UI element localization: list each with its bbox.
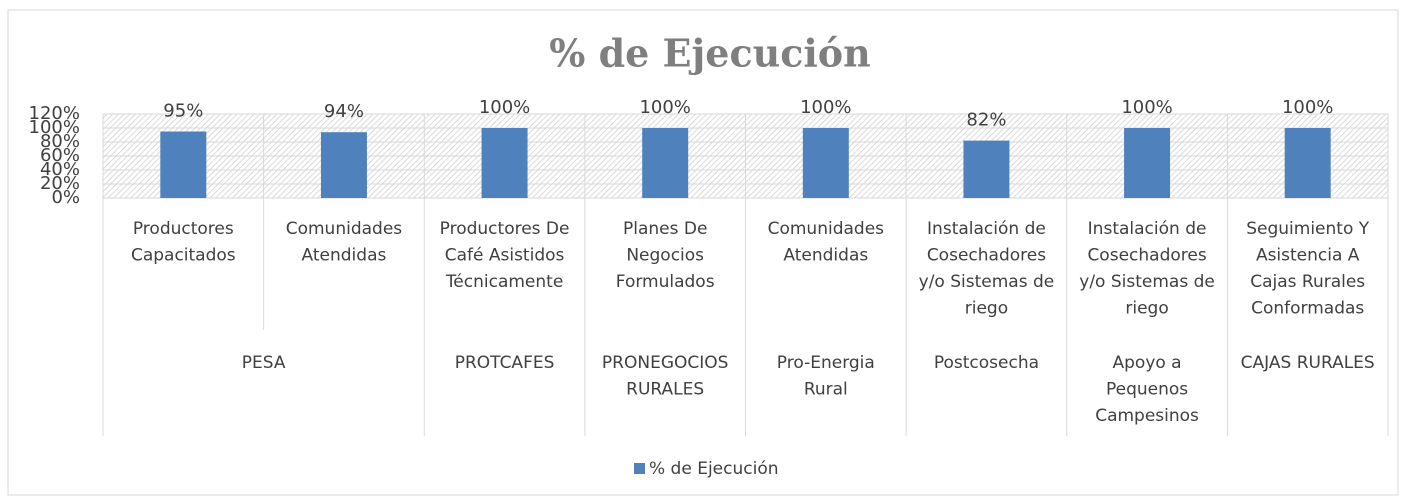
bar xyxy=(963,140,1010,198)
group-label: Pro-Energia Rural xyxy=(777,353,875,400)
legend-swatch xyxy=(634,463,645,474)
data-label: 100% xyxy=(1121,97,1172,118)
group-label: PROTCAFES xyxy=(455,353,555,373)
data-label: 100% xyxy=(800,97,851,118)
y-tick-label: 40% xyxy=(40,159,80,180)
x-tick-label: Seguimiento Y Asistencia A Cajas Rurales Co… xyxy=(1246,219,1370,319)
chart-border xyxy=(7,9,1399,496)
x-tick-label: Productores Capacitados xyxy=(131,219,236,266)
bar xyxy=(481,128,528,198)
y-tick-label: 20% xyxy=(40,173,80,194)
group-label: PESA xyxy=(242,353,286,373)
y-tick-label: 0% xyxy=(51,187,80,208)
group-label: Apoyo a Pequenos Campesinos xyxy=(1095,353,1199,426)
y-tick-label: 100% xyxy=(29,117,80,138)
y-tick-label: 120% xyxy=(29,103,80,124)
chart-title: % de Ejecución xyxy=(549,31,871,76)
data-label: 100% xyxy=(1282,97,1333,118)
y-tick-label: 60% xyxy=(40,145,80,166)
data-label: 100% xyxy=(639,97,690,118)
bar xyxy=(160,131,207,198)
group-label: CAJAS RURALES xyxy=(1241,353,1375,373)
data-label: 100% xyxy=(479,97,530,118)
x-tick-label: Instalación de Cosechadores y/o Sistemas d… xyxy=(919,219,1055,319)
group-label: Postcosecha xyxy=(934,353,1039,373)
bar xyxy=(642,128,689,198)
bar xyxy=(802,128,849,198)
group-label: PRONEGOCIOS RURALES xyxy=(602,353,729,400)
x-tick-label: Planes De Negocios Formulados xyxy=(616,219,715,292)
bar xyxy=(1284,128,1331,198)
x-tick-label: Comunidades Atendidas xyxy=(768,219,885,266)
x-tick-label: Comunidades Atendidas xyxy=(286,219,403,266)
data-label: 95% xyxy=(163,101,203,122)
y-tick-label: 80% xyxy=(40,131,80,152)
x-tick-label: Instalación de Cosechadores y/o Sistemas d… xyxy=(1079,219,1215,319)
bar xyxy=(1124,128,1171,198)
bar xyxy=(320,132,367,198)
data-label: 94% xyxy=(324,101,364,122)
legend-label: % de Ejecución xyxy=(649,459,779,479)
data-label: 82% xyxy=(966,110,1006,131)
x-tick-label: Productores De Café Asistidos Técnicamente xyxy=(440,219,570,292)
